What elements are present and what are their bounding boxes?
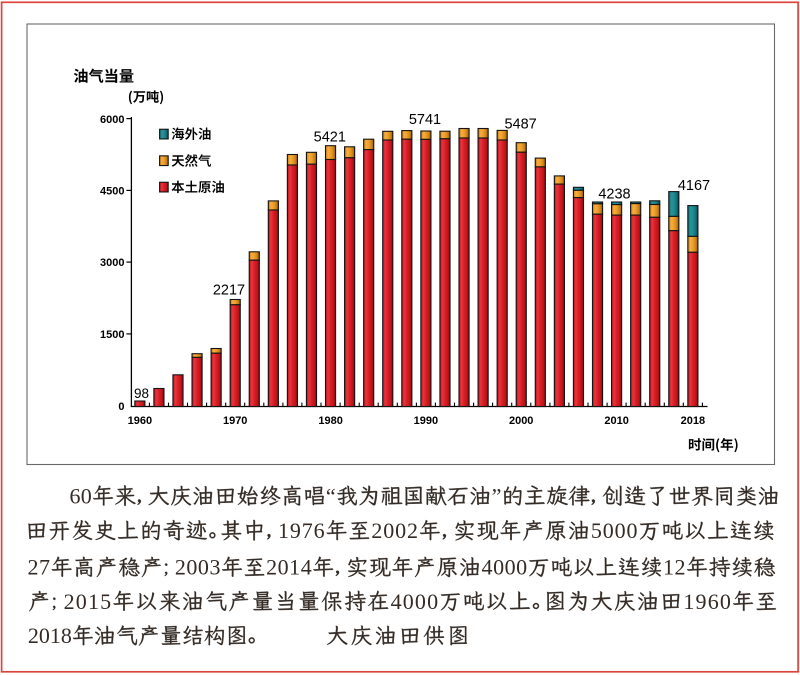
svg-text:1970: 1970 (223, 415, 247, 427)
svg-text:1980: 1980 (318, 415, 342, 427)
svg-text:2018: 2018 (28, 623, 72, 648)
svg-text:1960: 1960 (128, 415, 152, 427)
svg-text:5741: 5741 (409, 112, 441, 128)
svg-text:27: 27 (28, 555, 51, 580)
svg-text:98: 98 (134, 386, 149, 401)
svg-text:2003: 2003 (175, 555, 221, 580)
svg-text:2010: 2010 (604, 415, 628, 427)
svg-text:4500: 4500 (100, 186, 124, 198)
svg-text:2015: 2015 (64, 589, 113, 614)
svg-text:1500: 1500 (100, 329, 124, 341)
svg-text:”: ” (492, 484, 502, 509)
svg-text:5421: 5421 (314, 130, 346, 146)
svg-text:0: 0 (118, 401, 124, 413)
svg-text:4167: 4167 (678, 178, 710, 194)
svg-text:4238: 4238 (598, 187, 630, 203)
svg-text:1960: 1960 (683, 589, 732, 614)
svg-text:4000: 4000 (391, 589, 440, 614)
svg-text:5000: 5000 (591, 518, 639, 543)
svg-text:1990: 1990 (414, 415, 438, 427)
svg-text:5487: 5487 (504, 117, 536, 133)
svg-text:“: “ (326, 484, 336, 509)
svg-text:2014: 2014 (266, 555, 312, 580)
svg-text:1976: 1976 (278, 518, 326, 543)
svg-text:2000: 2000 (509, 415, 533, 427)
svg-text:2018: 2018 (681, 415, 705, 427)
svg-text:2217: 2217 (213, 283, 245, 299)
svg-text:3000: 3000 (100, 257, 124, 269)
svg-text:4000: 4000 (482, 555, 528, 580)
svg-text:60: 60 (70, 484, 93, 509)
svg-text:12: 12 (663, 555, 686, 580)
svg-text:6000: 6000 (100, 114, 124, 126)
svg-text:2002: 2002 (371, 518, 419, 543)
